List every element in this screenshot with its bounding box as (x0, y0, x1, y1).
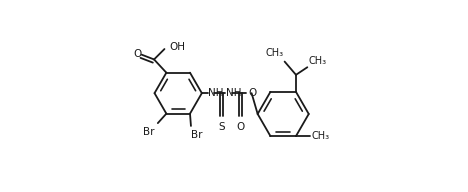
Text: CH₃: CH₃ (265, 48, 284, 58)
Text: S: S (218, 122, 225, 132)
Text: O: O (236, 122, 245, 132)
Text: OH: OH (169, 42, 185, 52)
Text: CH₃: CH₃ (308, 56, 326, 66)
Text: Br: Br (191, 130, 203, 140)
Text: Br: Br (143, 127, 154, 137)
Text: O: O (133, 49, 141, 59)
Text: O: O (249, 88, 257, 98)
Text: NH: NH (226, 88, 241, 98)
Text: NH: NH (208, 88, 223, 98)
Text: CH₃: CH₃ (311, 131, 329, 141)
